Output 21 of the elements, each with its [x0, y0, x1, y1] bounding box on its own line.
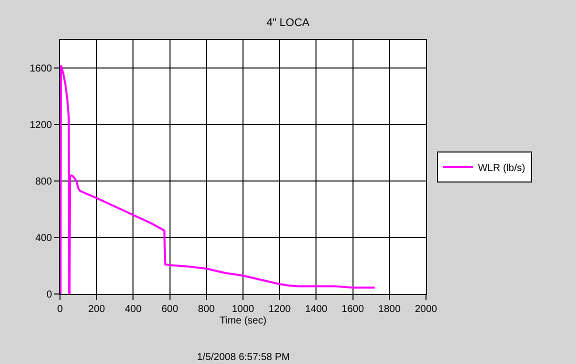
x-tick-label: 800: [198, 304, 216, 315]
x-tick-label: 1400: [305, 304, 328, 315]
x-tick-label: 1600: [342, 304, 364, 315]
legend-label: WLR (lb/s): [478, 162, 526, 174]
line-series: [60, 64, 376, 294]
x-tick-label: 600: [161, 304, 179, 315]
x-axis-title: Time (sec): [220, 316, 266, 326]
x-tick-label: 400: [124, 304, 142, 315]
x-tick-label: 1000: [232, 304, 255, 315]
text: 1/5/2008 6:57:58 PM: [197, 352, 290, 363]
y-tick-label: 400: [35, 233, 52, 244]
x-tick-label: 0: [57, 304, 64, 315]
y-tick-label: 1600: [30, 64, 52, 75]
chart-title: 4" LOCA: [266, 16, 310, 29]
y-tick-label: 0: [46, 290, 52, 300]
x-tick-label: 2000: [414, 304, 438, 315]
x-tick-label: 1200: [268, 304, 292, 315]
x-tick-label: 200: [88, 304, 106, 315]
x-tick-label: 1800: [378, 304, 401, 315]
y-tick-label: 1200: [30, 120, 52, 132]
y-tick-label: 800: [35, 176, 52, 188]
